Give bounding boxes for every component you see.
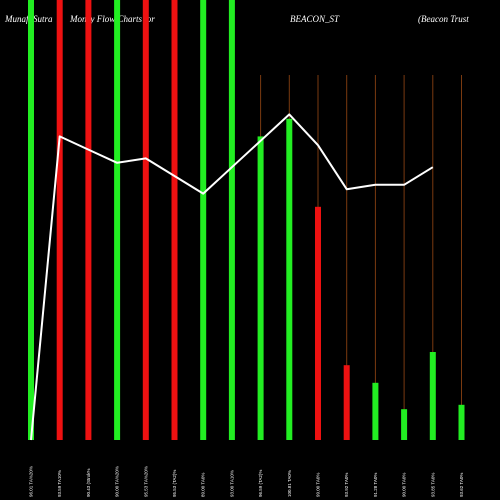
x-tick-labels: 96.01 TA%20% 93.59 TA10% 90.43 (Strok% 90.0… xyxy=(29,466,465,497)
bar xyxy=(228,0,235,440)
bar xyxy=(286,118,293,441)
x-tick-label: 100.81 TA0% xyxy=(287,470,292,497)
x-tick-label: 93.62 TA0% xyxy=(459,473,464,497)
x-tick-label: 93.59 TA10% xyxy=(57,470,62,497)
bar xyxy=(28,0,34,440)
bar xyxy=(257,136,264,440)
x-tick-label: 90.00 TA0% xyxy=(402,473,407,497)
bar xyxy=(200,0,207,440)
money-flow-line-group xyxy=(30,113,434,441)
x-tick-label: 96.59 (TA2)% xyxy=(258,470,263,497)
symbol-label: BEACON_ST xyxy=(290,14,340,24)
bar xyxy=(315,206,321,440)
x-tick-label: 90.43 (Strok% xyxy=(86,468,91,497)
money-flow-line xyxy=(30,113,434,441)
x-tick-label: 95.53 TA%20% xyxy=(143,466,148,497)
bar xyxy=(343,365,350,440)
bar xyxy=(142,0,149,440)
x-tick-label: 96.01 TA%20% xyxy=(29,466,34,497)
bar xyxy=(372,382,379,440)
x-tick-label: 90.00 TA%20% xyxy=(115,466,120,497)
x-tick-label: 99.00 TA0% xyxy=(316,473,321,497)
bars xyxy=(28,0,465,441)
bar xyxy=(429,352,436,440)
x-tick-label: 95.53 (TA2)% xyxy=(172,470,177,497)
bar xyxy=(56,0,63,440)
x-tick-label: 93.92 TA0% xyxy=(344,473,349,497)
company-label: (Beacon Trust xyxy=(418,14,469,24)
chart-name: Money Flow Charts for xyxy=(69,14,155,24)
bar xyxy=(458,404,465,440)
bar xyxy=(401,409,408,440)
bar xyxy=(114,0,121,440)
x-tick-label: 89.00 TA0% xyxy=(201,473,206,497)
x-tick-label: 93.85 TA0% xyxy=(430,473,435,497)
x-tick-label: 93.00 TA10% xyxy=(229,470,234,497)
x-tick-label: 91.28 TA0% xyxy=(373,473,378,497)
bar xyxy=(85,0,92,440)
bar xyxy=(171,0,178,440)
